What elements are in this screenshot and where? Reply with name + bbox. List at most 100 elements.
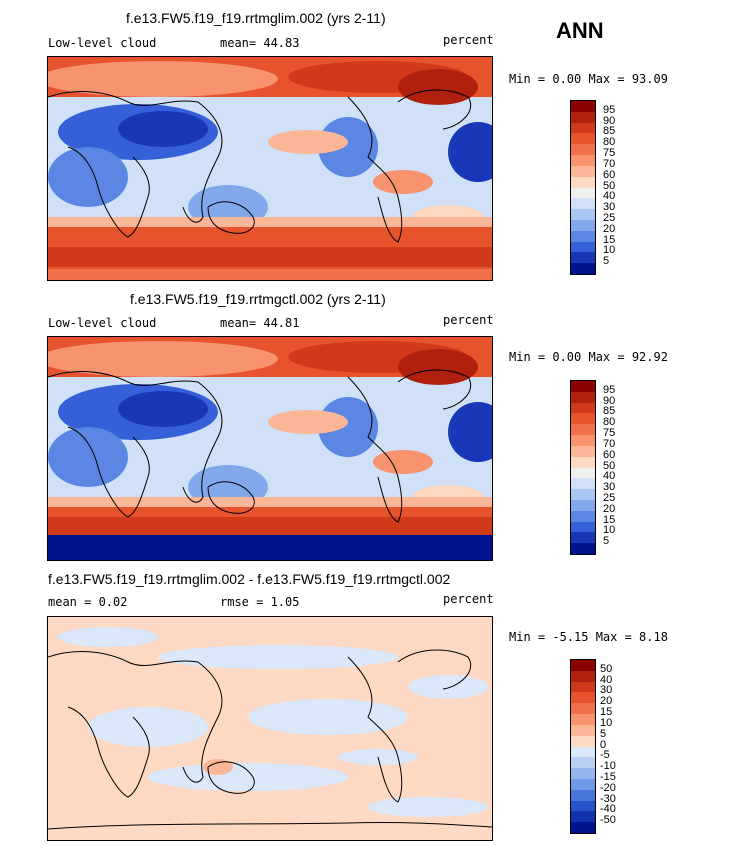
colorbar-tick-label: 90 bbox=[603, 394, 616, 407]
colorbar-swatch bbox=[571, 219, 595, 231]
panel-1-title: f.e13.FW5.f19_f19.rrtmglim.002 (yrs 2-11… bbox=[126, 10, 386, 26]
colorbar-swatch bbox=[571, 263, 595, 274]
colorbar-swatch bbox=[571, 198, 595, 210]
panel-3-rmse: rmse = 1.05 bbox=[220, 595, 300, 609]
panel-3-map-svg bbox=[48, 617, 492, 840]
panel-2-min-max: Min = 0.00 Max = 92.92 bbox=[509, 350, 668, 364]
panel-3-map bbox=[47, 616, 493, 841]
colorbar-swatch bbox=[571, 746, 595, 758]
colorbar-swatch bbox=[571, 510, 595, 522]
colorbar-tick-label: -10 bbox=[600, 760, 616, 773]
colorbar-swatch bbox=[571, 144, 595, 156]
colorbar-tick-label: 0 bbox=[600, 738, 607, 751]
colorbar-swatch bbox=[571, 241, 595, 253]
colorbar-swatch bbox=[571, 532, 595, 544]
panel-1-min-max: Min = 0.00 Max = 93.09 bbox=[509, 72, 668, 86]
panel-2-map-svg bbox=[48, 337, 492, 560]
colorbar-swatch bbox=[571, 478, 595, 490]
panel-3-min-max: Min = -5.15 Max = 8.18 bbox=[509, 630, 668, 644]
colorbar-swatch bbox=[571, 402, 595, 414]
panel-1-mean: mean= 44.83 bbox=[220, 36, 300, 50]
panel-1-map bbox=[47, 56, 493, 281]
panel-3-colorbar bbox=[570, 659, 596, 834]
colorbar-tick-label: 85 bbox=[603, 405, 616, 418]
colorbar-swatch bbox=[571, 413, 595, 425]
panel-3-colorbar-segments bbox=[571, 660, 595, 833]
colorbar-swatch bbox=[571, 252, 595, 264]
colorbar-tick-label: 25 bbox=[603, 491, 616, 504]
colorbar-swatch bbox=[571, 111, 595, 123]
colorbar-tick-label: 15 bbox=[603, 513, 616, 526]
season-label: ANN bbox=[556, 18, 604, 43]
panel-2-map bbox=[47, 336, 493, 561]
colorbar-tick-label: 40 bbox=[603, 470, 616, 483]
colorbar-tick-label: 60 bbox=[603, 168, 616, 181]
colorbar-tick-label: 50 bbox=[603, 179, 616, 192]
colorbar-tick-label: 30 bbox=[603, 201, 616, 214]
colorbar-swatch bbox=[571, 724, 595, 736]
colorbar-swatch bbox=[571, 660, 595, 671]
panel-1-variable-label: Low-level cloud bbox=[48, 36, 157, 50]
colorbar-swatch bbox=[571, 768, 595, 779]
panel-1-colorbar bbox=[570, 100, 596, 275]
colorbar-tick-label: 40 bbox=[600, 673, 613, 686]
panel-2-units: percent bbox=[443, 313, 494, 327]
colorbar-swatch bbox=[571, 714, 595, 725]
colorbar-tick-label: 80 bbox=[603, 136, 616, 149]
colorbar-swatch bbox=[571, 209, 595, 220]
colorbar-swatch bbox=[571, 424, 595, 436]
colorbar-swatch bbox=[571, 381, 595, 392]
colorbar-swatch bbox=[571, 155, 595, 166]
colorbar-swatch bbox=[571, 176, 595, 188]
colorbar-tick-label: 50 bbox=[603, 459, 616, 472]
panel-2-variable-label: Low-level cloud bbox=[48, 316, 157, 330]
colorbar-tick-label: 50 bbox=[600, 662, 613, 675]
colorbar-swatch bbox=[571, 122, 595, 134]
colorbar-tick-label: 90 bbox=[603, 114, 616, 127]
colorbar-swatch bbox=[571, 757, 595, 769]
colorbar-tick-label: 15 bbox=[603, 233, 616, 246]
panel-2-title: f.e13.FW5.f19_f19.rrtmgctl.002 (yrs 2-11… bbox=[130, 291, 386, 307]
colorbar-swatch bbox=[571, 681, 595, 693]
colorbar-tick-label: -20 bbox=[600, 781, 616, 794]
colorbar-swatch bbox=[571, 703, 595, 715]
colorbar-swatch bbox=[571, 456, 595, 468]
colorbar-tick-label: 75 bbox=[603, 147, 616, 160]
colorbar-swatch bbox=[571, 187, 595, 199]
colorbar-swatch bbox=[571, 778, 595, 790]
colorbar-tick-label: 25 bbox=[603, 211, 616, 224]
colorbar-tick-label: -15 bbox=[600, 770, 616, 783]
colorbar-swatch bbox=[571, 735, 595, 747]
colorbar-swatch bbox=[571, 521, 595, 533]
colorbar-tick-label: 30 bbox=[600, 684, 613, 697]
colorbar-swatch bbox=[571, 391, 595, 403]
colorbar-tick-label: 40 bbox=[603, 190, 616, 203]
panel-3-mean: mean = 0.02 bbox=[48, 595, 128, 609]
colorbar-swatch bbox=[571, 800, 595, 812]
colorbar-tick-label: 75 bbox=[603, 427, 616, 440]
colorbar-swatch bbox=[571, 789, 595, 801]
colorbar-tick-label: 10 bbox=[600, 716, 613, 729]
colorbar-swatch bbox=[571, 445, 595, 457]
colorbar-tick-label: 70 bbox=[603, 157, 616, 170]
colorbar-tick-label: 30 bbox=[603, 481, 616, 494]
colorbar-tick-label: 10 bbox=[603, 524, 616, 537]
colorbar-tick-label: 20 bbox=[603, 222, 616, 235]
panel-1-map-svg bbox=[48, 57, 492, 280]
colorbar-tick-label: 60 bbox=[603, 448, 616, 461]
colorbar-swatch bbox=[571, 165, 595, 177]
colorbar-swatch bbox=[571, 133, 595, 145]
colorbar-tick-label: -50 bbox=[600, 814, 616, 827]
colorbar-swatch bbox=[571, 543, 595, 554]
panel-3-units: percent bbox=[443, 592, 494, 606]
colorbar-tick-label: 20 bbox=[600, 695, 613, 708]
colorbar-swatch bbox=[571, 811, 595, 823]
colorbar-tick-label: -5 bbox=[600, 749, 610, 762]
colorbar-swatch bbox=[571, 692, 595, 704]
colorbar-swatch bbox=[571, 435, 595, 446]
colorbar-tick-label: 80 bbox=[603, 416, 616, 429]
colorbar-swatch bbox=[571, 230, 595, 242]
panel-2-colorbar bbox=[570, 380, 596, 555]
colorbar-tick-label: 10 bbox=[603, 244, 616, 257]
colorbar-tick-label: 15 bbox=[600, 706, 613, 719]
